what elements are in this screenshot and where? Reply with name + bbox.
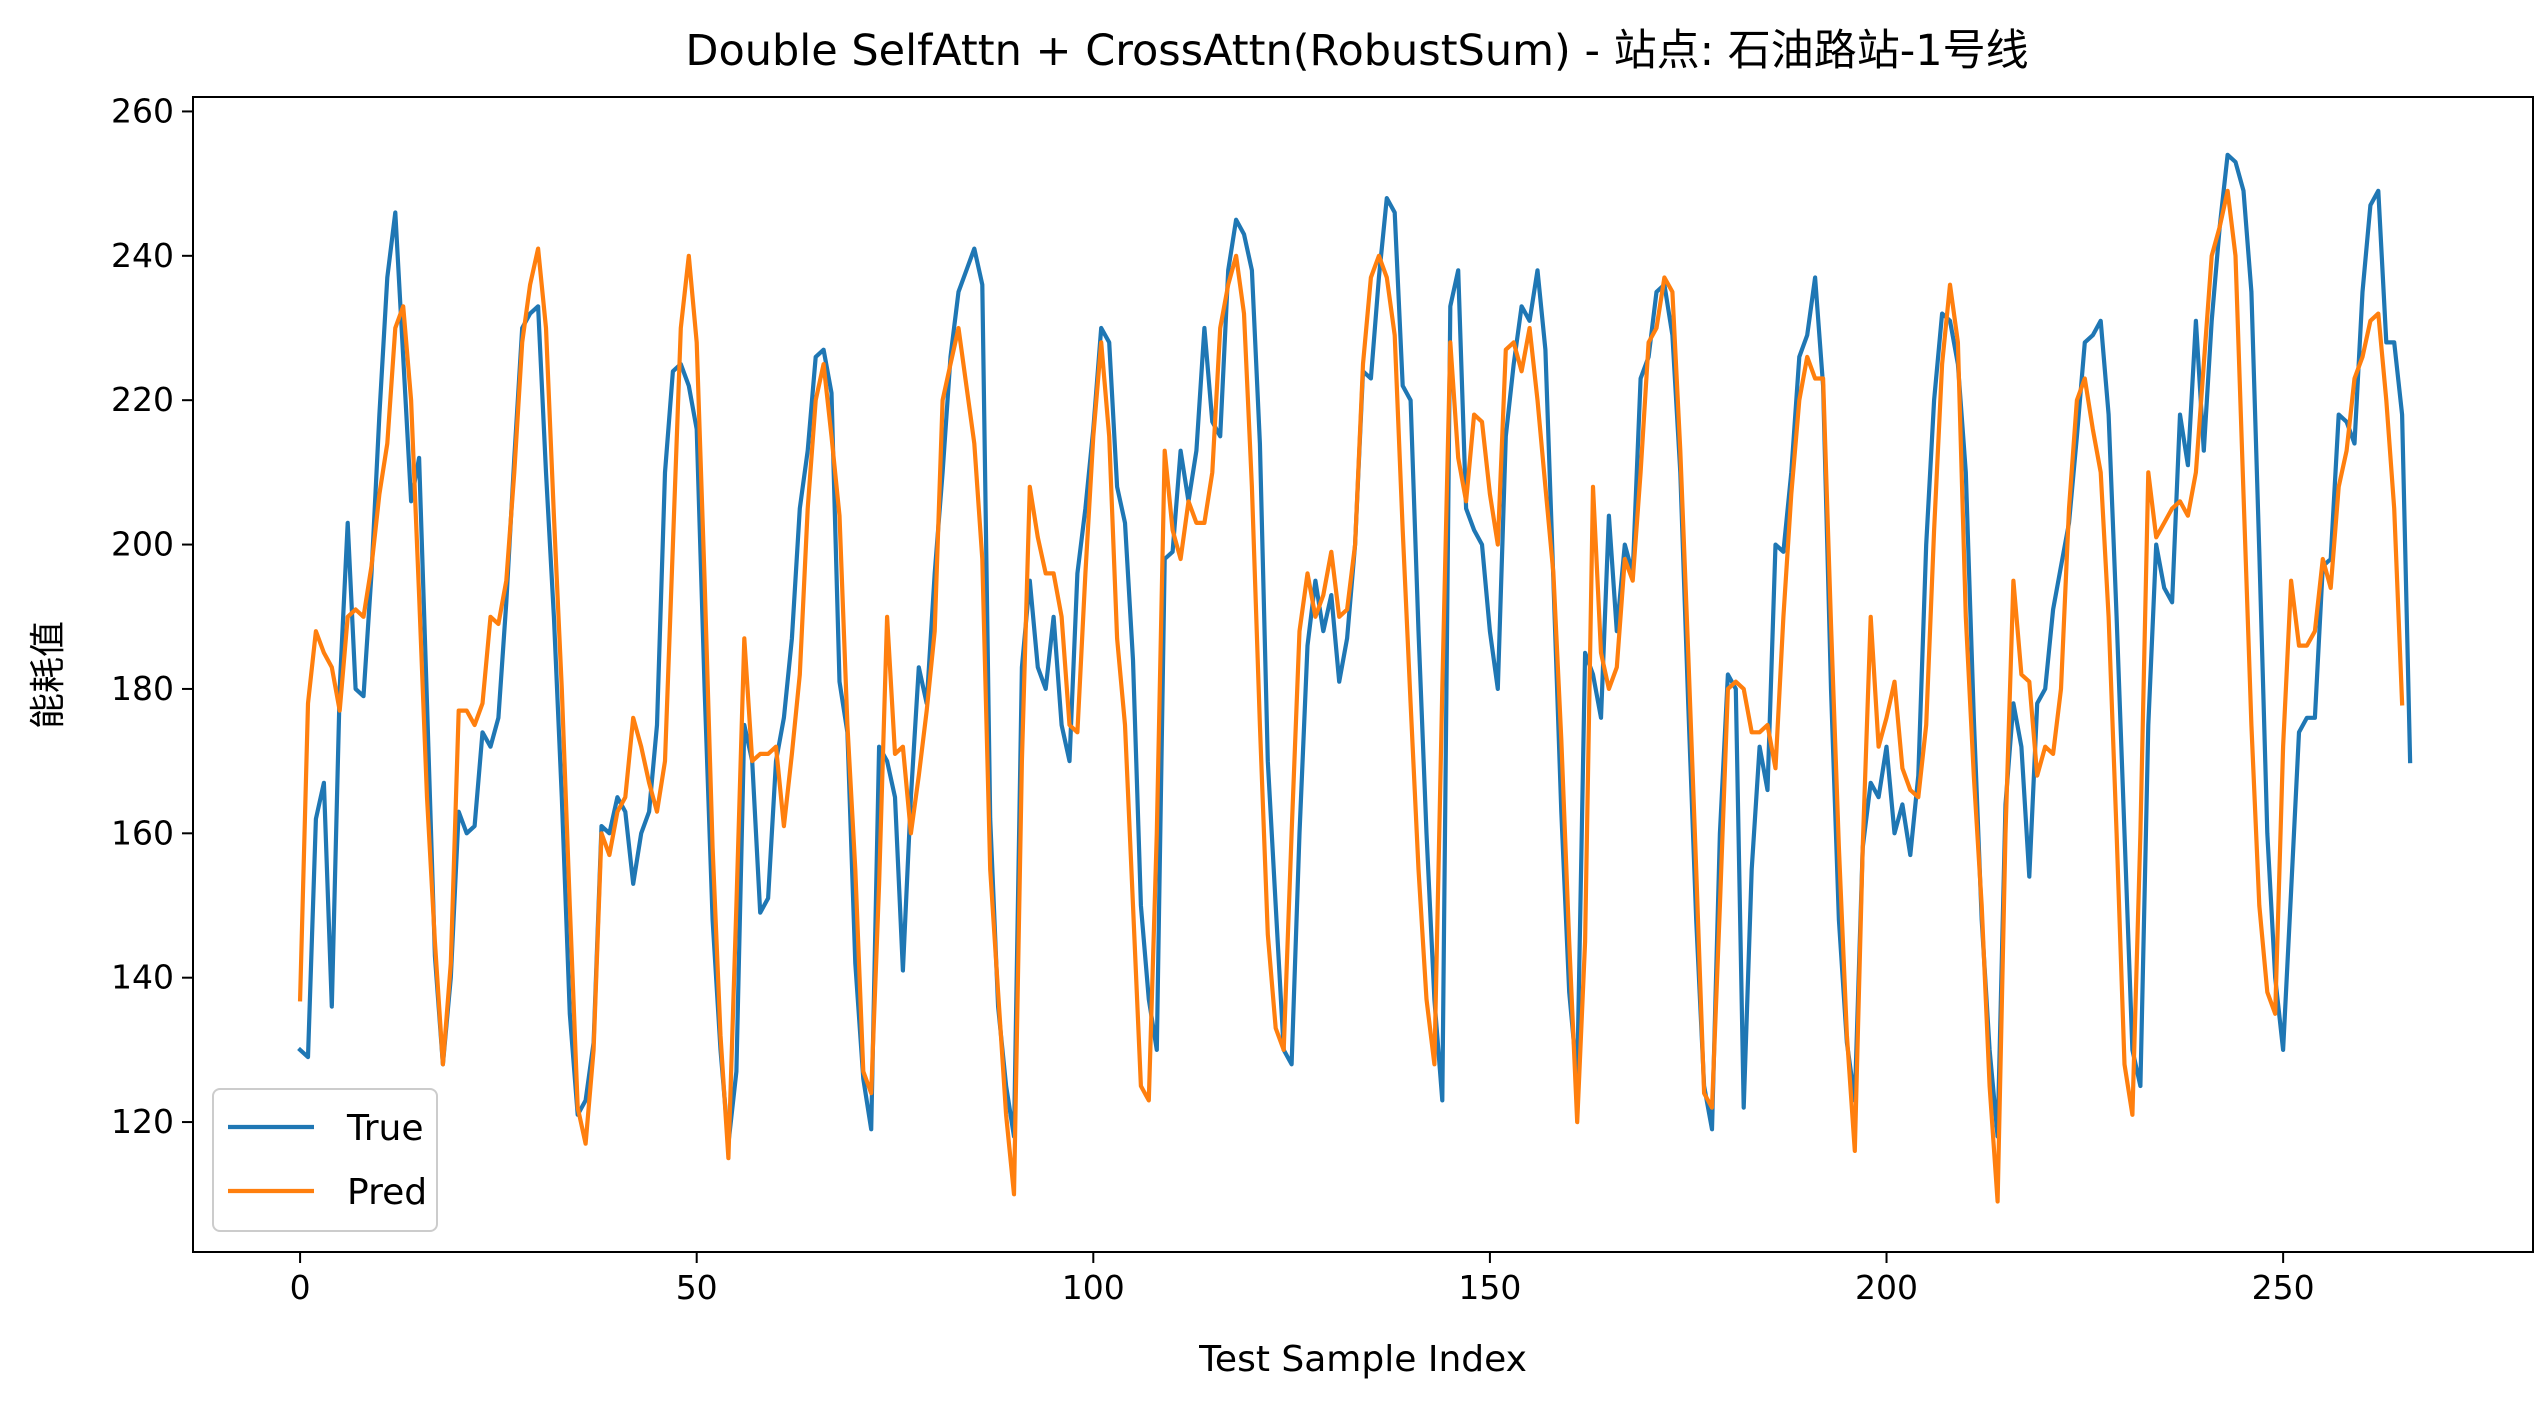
- chart-title: Double SelfAttn + CrossAttn(RobustSum) -…: [685, 26, 2028, 76]
- legend-label-pred: Pred: [347, 1172, 427, 1213]
- y-tick-label: 120: [111, 1102, 174, 1141]
- legend-box: [212, 1088, 438, 1232]
- y-tick-label: 160: [111, 813, 174, 852]
- x-tick-label: 100: [1062, 1268, 1125, 1307]
- legend-label-true: True: [346, 1108, 423, 1149]
- plot-frame: [192, 96, 2534, 1253]
- x-axis-label: Test Sample Index: [1198, 1339, 1527, 1380]
- x-tick-label: 150: [1458, 1268, 1521, 1307]
- plot-area: 0 50 100 150 200 250 120 140 160 180 200 220 240 260: [111, 91, 2413, 1307]
- x-tick-label: 200: [1855, 1268, 1918, 1307]
- y-tick-label: 180: [111, 669, 174, 708]
- y-tick-label: 220: [111, 380, 174, 419]
- x-tick-label: 50: [676, 1268, 718, 1307]
- x-tick-label: 250: [2252, 1268, 2315, 1307]
- x-tick-label: 0: [290, 1268, 311, 1307]
- legend: True Pred: [212, 1088, 438, 1232]
- y-tick-label: 260: [111, 91, 174, 130]
- y-tick-label: 240: [111, 236, 174, 275]
- y-tick-label: 140: [111, 958, 174, 997]
- y-tick-label: 200: [111, 525, 174, 564]
- series-line-pred: [297, 188, 2405, 1204]
- y-axis-label: 能耗值: [28, 621, 69, 729]
